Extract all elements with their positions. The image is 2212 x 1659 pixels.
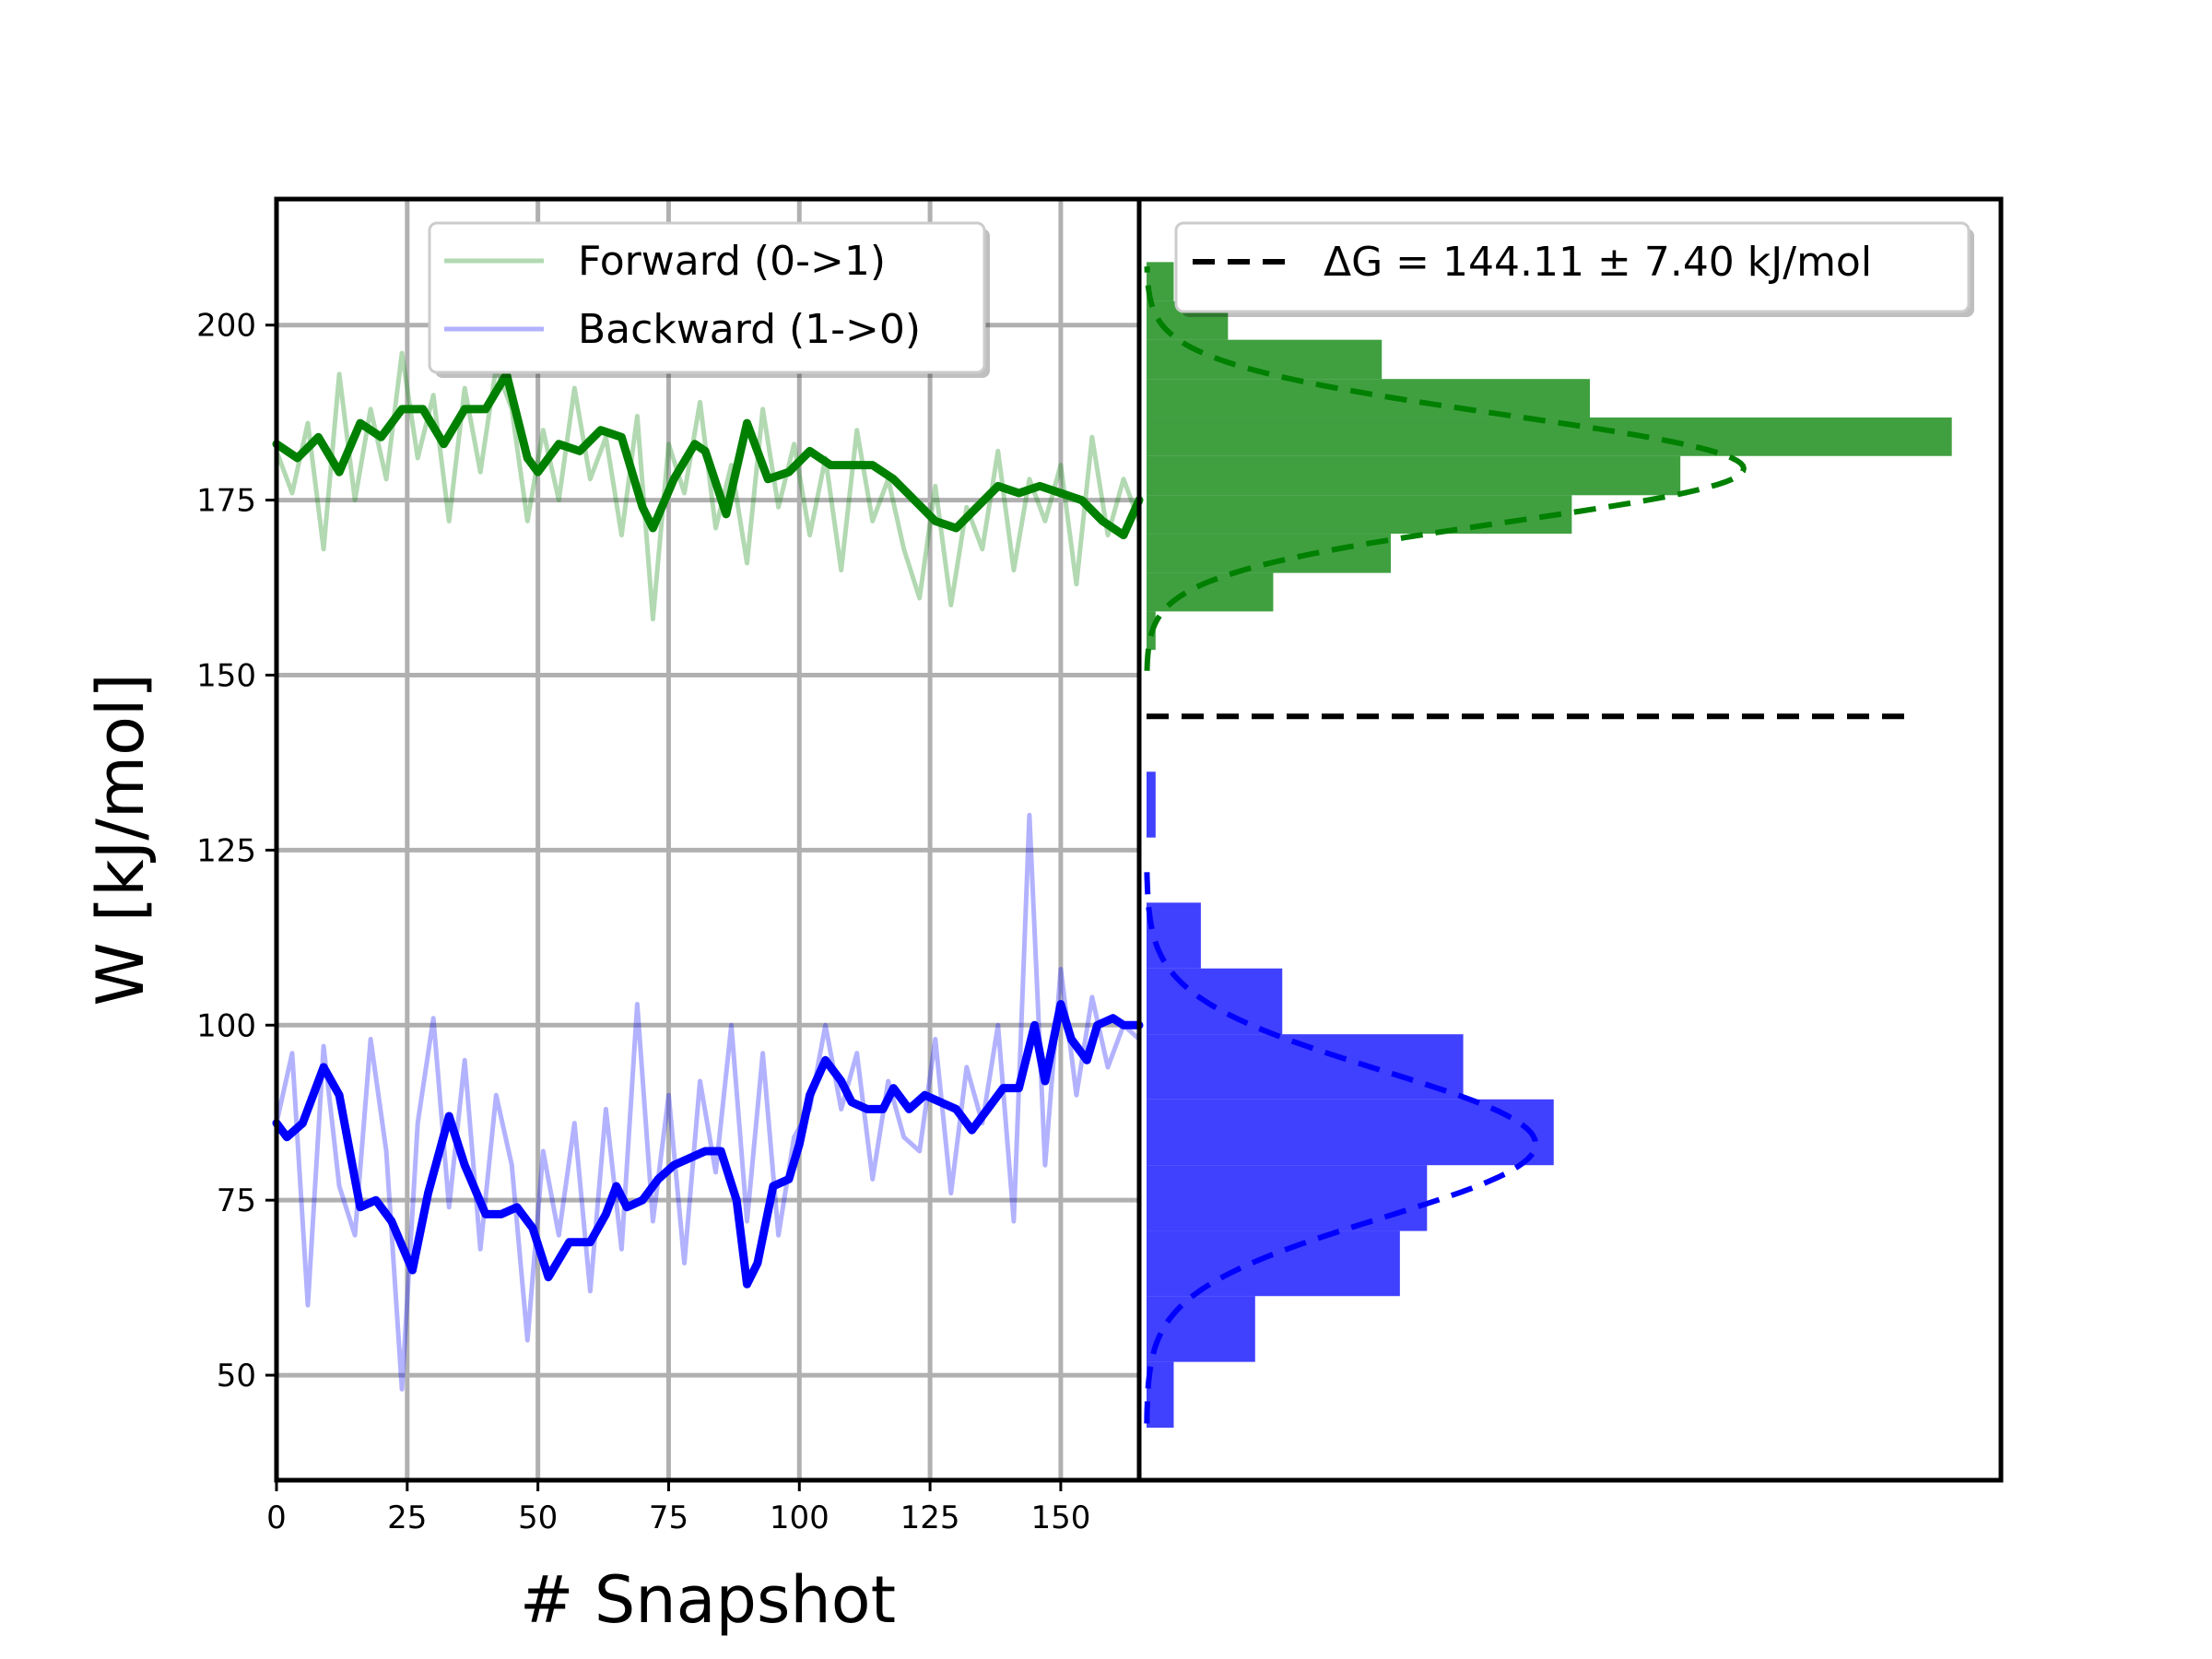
backward-hist-bar [1147, 902, 1201, 969]
x-tick-label: 100 [770, 1500, 830, 1536]
forward-hist-bar [1147, 417, 1952, 456]
y-tick-label: 125 [196, 832, 256, 869]
x-tick-label: 25 [387, 1500, 427, 1536]
left-legend: Forward (0->1) Backward (1->0) [428, 221, 990, 378]
backward-hist-bar [1147, 771, 1156, 838]
backward-gaussian-fit [1144, 865, 1539, 1424]
x-axis-title: # Snapshot [520, 1562, 896, 1638]
backward-hist-bar [1147, 968, 1283, 1035]
backward-raw-line [274, 812, 1142, 1392]
left-legend-box [428, 221, 986, 374]
y-tick-label: 175 [196, 483, 256, 520]
y-axis-title: W [kJ/mol] [83, 673, 159, 1006]
forward-hist-bar [1147, 534, 1392, 573]
y-tick-label: 150 [196, 658, 256, 695]
right-legend: ΔG = 144.11 ± 7.40 kJ/mol [1174, 221, 1974, 317]
legend-label-forward: Forward (0->1) [578, 238, 886, 285]
legend-label-delta-g: ΔG = 144.11 ± 7.40 kJ/mol [1324, 239, 1872, 286]
forward-gaussian-fit [1144, 265, 1747, 671]
x-tick-label: 75 [649, 1500, 688, 1536]
backward-hist-bar [1147, 1099, 1554, 1166]
left-series [272, 350, 1144, 1392]
backward-hist-bar [1147, 1165, 1428, 1231]
forward-hist-bar [1147, 495, 1572, 535]
left-panel: 0 25 50 75 100 125 150 50 75 100 125 150 175 200 # S… [83, 196, 1144, 1638]
right-legend-box [1174, 221, 1971, 313]
x-ticks: 0 25 50 75 100 125 150 [266, 1480, 1090, 1536]
forward-hist-bar [1147, 379, 1591, 418]
x-tick-label: 150 [1030, 1500, 1090, 1536]
x-tick-label: 125 [900, 1500, 960, 1536]
backward-hist-bar [1147, 1296, 1255, 1362]
legend-label-backward: Backward (1->0) [578, 306, 921, 353]
forward-smoothed-line [272, 370, 1144, 540]
right-plot-frame [1136, 196, 2004, 1483]
y-tick-label: 200 [196, 308, 256, 345]
y-tick-label: 100 [196, 1007, 256, 1044]
histogram-fits [1144, 265, 1747, 1424]
backward-smoothed-line [272, 1000, 1144, 1288]
forward-hist-bar [1147, 455, 1681, 496]
x-tick-label: 50 [518, 1500, 558, 1536]
y-tick-label: 75 [217, 1182, 256, 1219]
left-grid [274, 199, 1139, 1480]
right-panel: ΔG = 144.11 ± 7.40 kJ/mol [1136, 196, 2004, 1483]
x-tick-label: 0 [266, 1500, 287, 1536]
y-ticks: 50 75 100 125 150 175 200 [196, 308, 276, 1394]
backward-hist-bar [1147, 1230, 1400, 1297]
y-tick-label: 50 [217, 1358, 256, 1394]
